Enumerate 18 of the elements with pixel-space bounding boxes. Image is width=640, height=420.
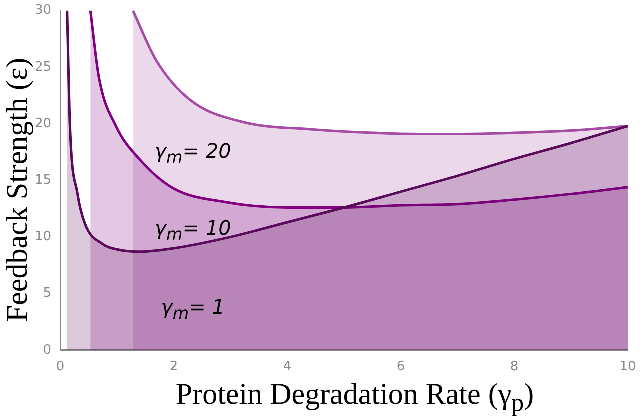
x-tick-label: 0 — [56, 360, 65, 375]
annotation: γ$_{m}$= 20 — [154, 139, 232, 167]
y-tick-label: 5 — [43, 286, 52, 302]
annotation: γ$_{m}$= 1 — [161, 295, 225, 323]
x-tick-label: 6 — [396, 360, 406, 375]
y-tick-label: 15 — [34, 172, 52, 188]
y-tick-label: 25 — [34, 60, 52, 75]
x-tick-label: 4 — [283, 360, 292, 375]
x-tick-label: 2 — [170, 360, 178, 375]
x-tick-label: 8 — [510, 360, 519, 375]
y-tick-label: 20 — [34, 116, 52, 132]
y-axis-title: Feedback Strength (ε) — [1, 58, 35, 322]
y-tick-label: 30 — [34, 3, 52, 18]
x-axis-title: Protein Degradation Rate (γ$_{p}$) — [176, 378, 534, 418]
x-tick-label: 10 — [620, 360, 636, 375]
annotation: γ$_{m}$= 10 — [154, 216, 232, 244]
y-tick-label: 0 — [43, 342, 52, 358]
y-tick-label: 10 — [34, 230, 52, 245]
